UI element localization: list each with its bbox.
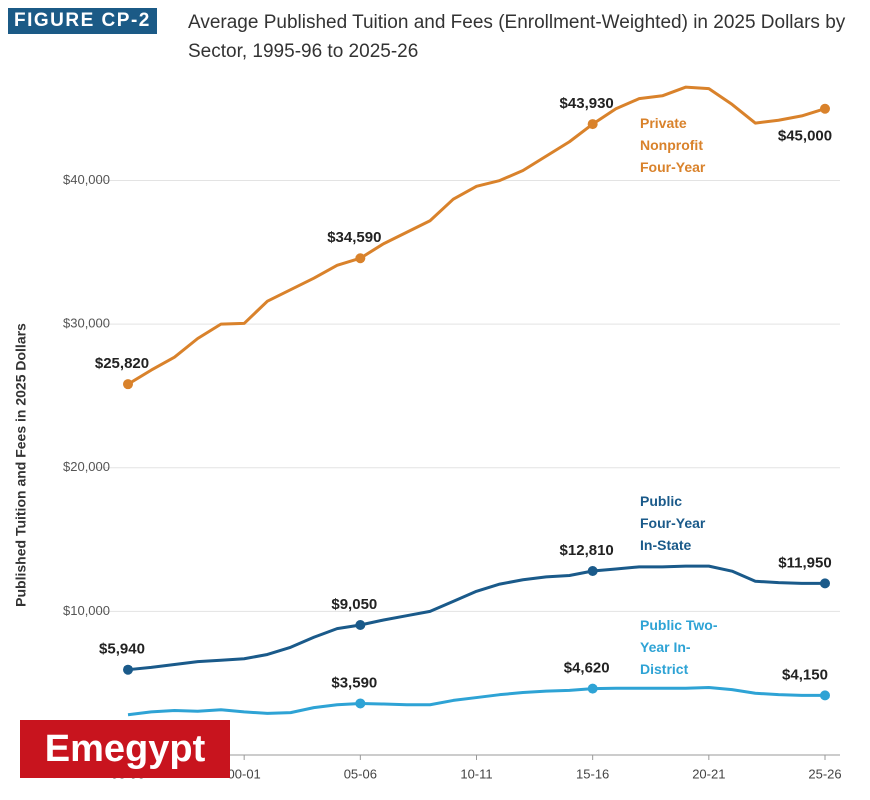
x-tick-label: 15-16 [576, 766, 609, 781]
data-point [355, 698, 366, 709]
data-label: $4,150 [782, 666, 828, 683]
data-label: $9,050 [331, 596, 377, 613]
data-point [587, 119, 598, 130]
data-point [123, 664, 133, 675]
series-label: Public Four-Year In-State [640, 493, 706, 553]
y-axis-label: Published Tuition and Fees in 2025 Dolla… [13, 323, 29, 607]
data-label: $11,950 [778, 554, 831, 571]
data-label: $5,940 [99, 641, 145, 658]
data-point [587, 566, 598, 577]
y-tick-label: $10,000 [63, 603, 110, 618]
watermark: Emegypt [20, 720, 230, 778]
series-line [127, 564, 825, 672]
data-label: $43,930 [560, 95, 614, 112]
data-label: $4,620 [564, 660, 610, 677]
chart-title: Average Published Tuition and Fees (Enro… [188, 12, 846, 62]
data-label: $12,810 [560, 542, 614, 559]
series-label: Public Two-Year In-District [640, 617, 718, 677]
series-label: Private Nonprofit Four-Year [640, 115, 706, 175]
data-point [355, 253, 366, 264]
data-label: $25,820 [95, 355, 149, 372]
data-point [123, 379, 133, 390]
y-tick-label: $20,000 [63, 459, 110, 474]
data-point [587, 683, 598, 694]
data-label: $34,590 [327, 229, 381, 246]
x-tick-label: 20-21 [692, 766, 725, 781]
data-label: $45,000 [778, 128, 832, 145]
data-point [355, 620, 366, 631]
x-tick-label: 25-26 [808, 766, 841, 781]
data-point [820, 690, 830, 701]
y-tick-label: $40,000 [63, 172, 110, 187]
y-tick-label: $30,000 [63, 316, 110, 331]
data-point [820, 103, 830, 114]
data-point [820, 578, 830, 589]
series-line [127, 85, 826, 386]
series-line [127, 686, 825, 717]
figure-label: FIGURE CP-2 [8, 8, 157, 34]
x-tick-label: 00-01 [228, 766, 261, 781]
data-label: $3,590 [331, 674, 377, 691]
x-tick-label: 05-06 [344, 766, 377, 781]
x-tick-label: 10-11 [460, 766, 492, 781]
